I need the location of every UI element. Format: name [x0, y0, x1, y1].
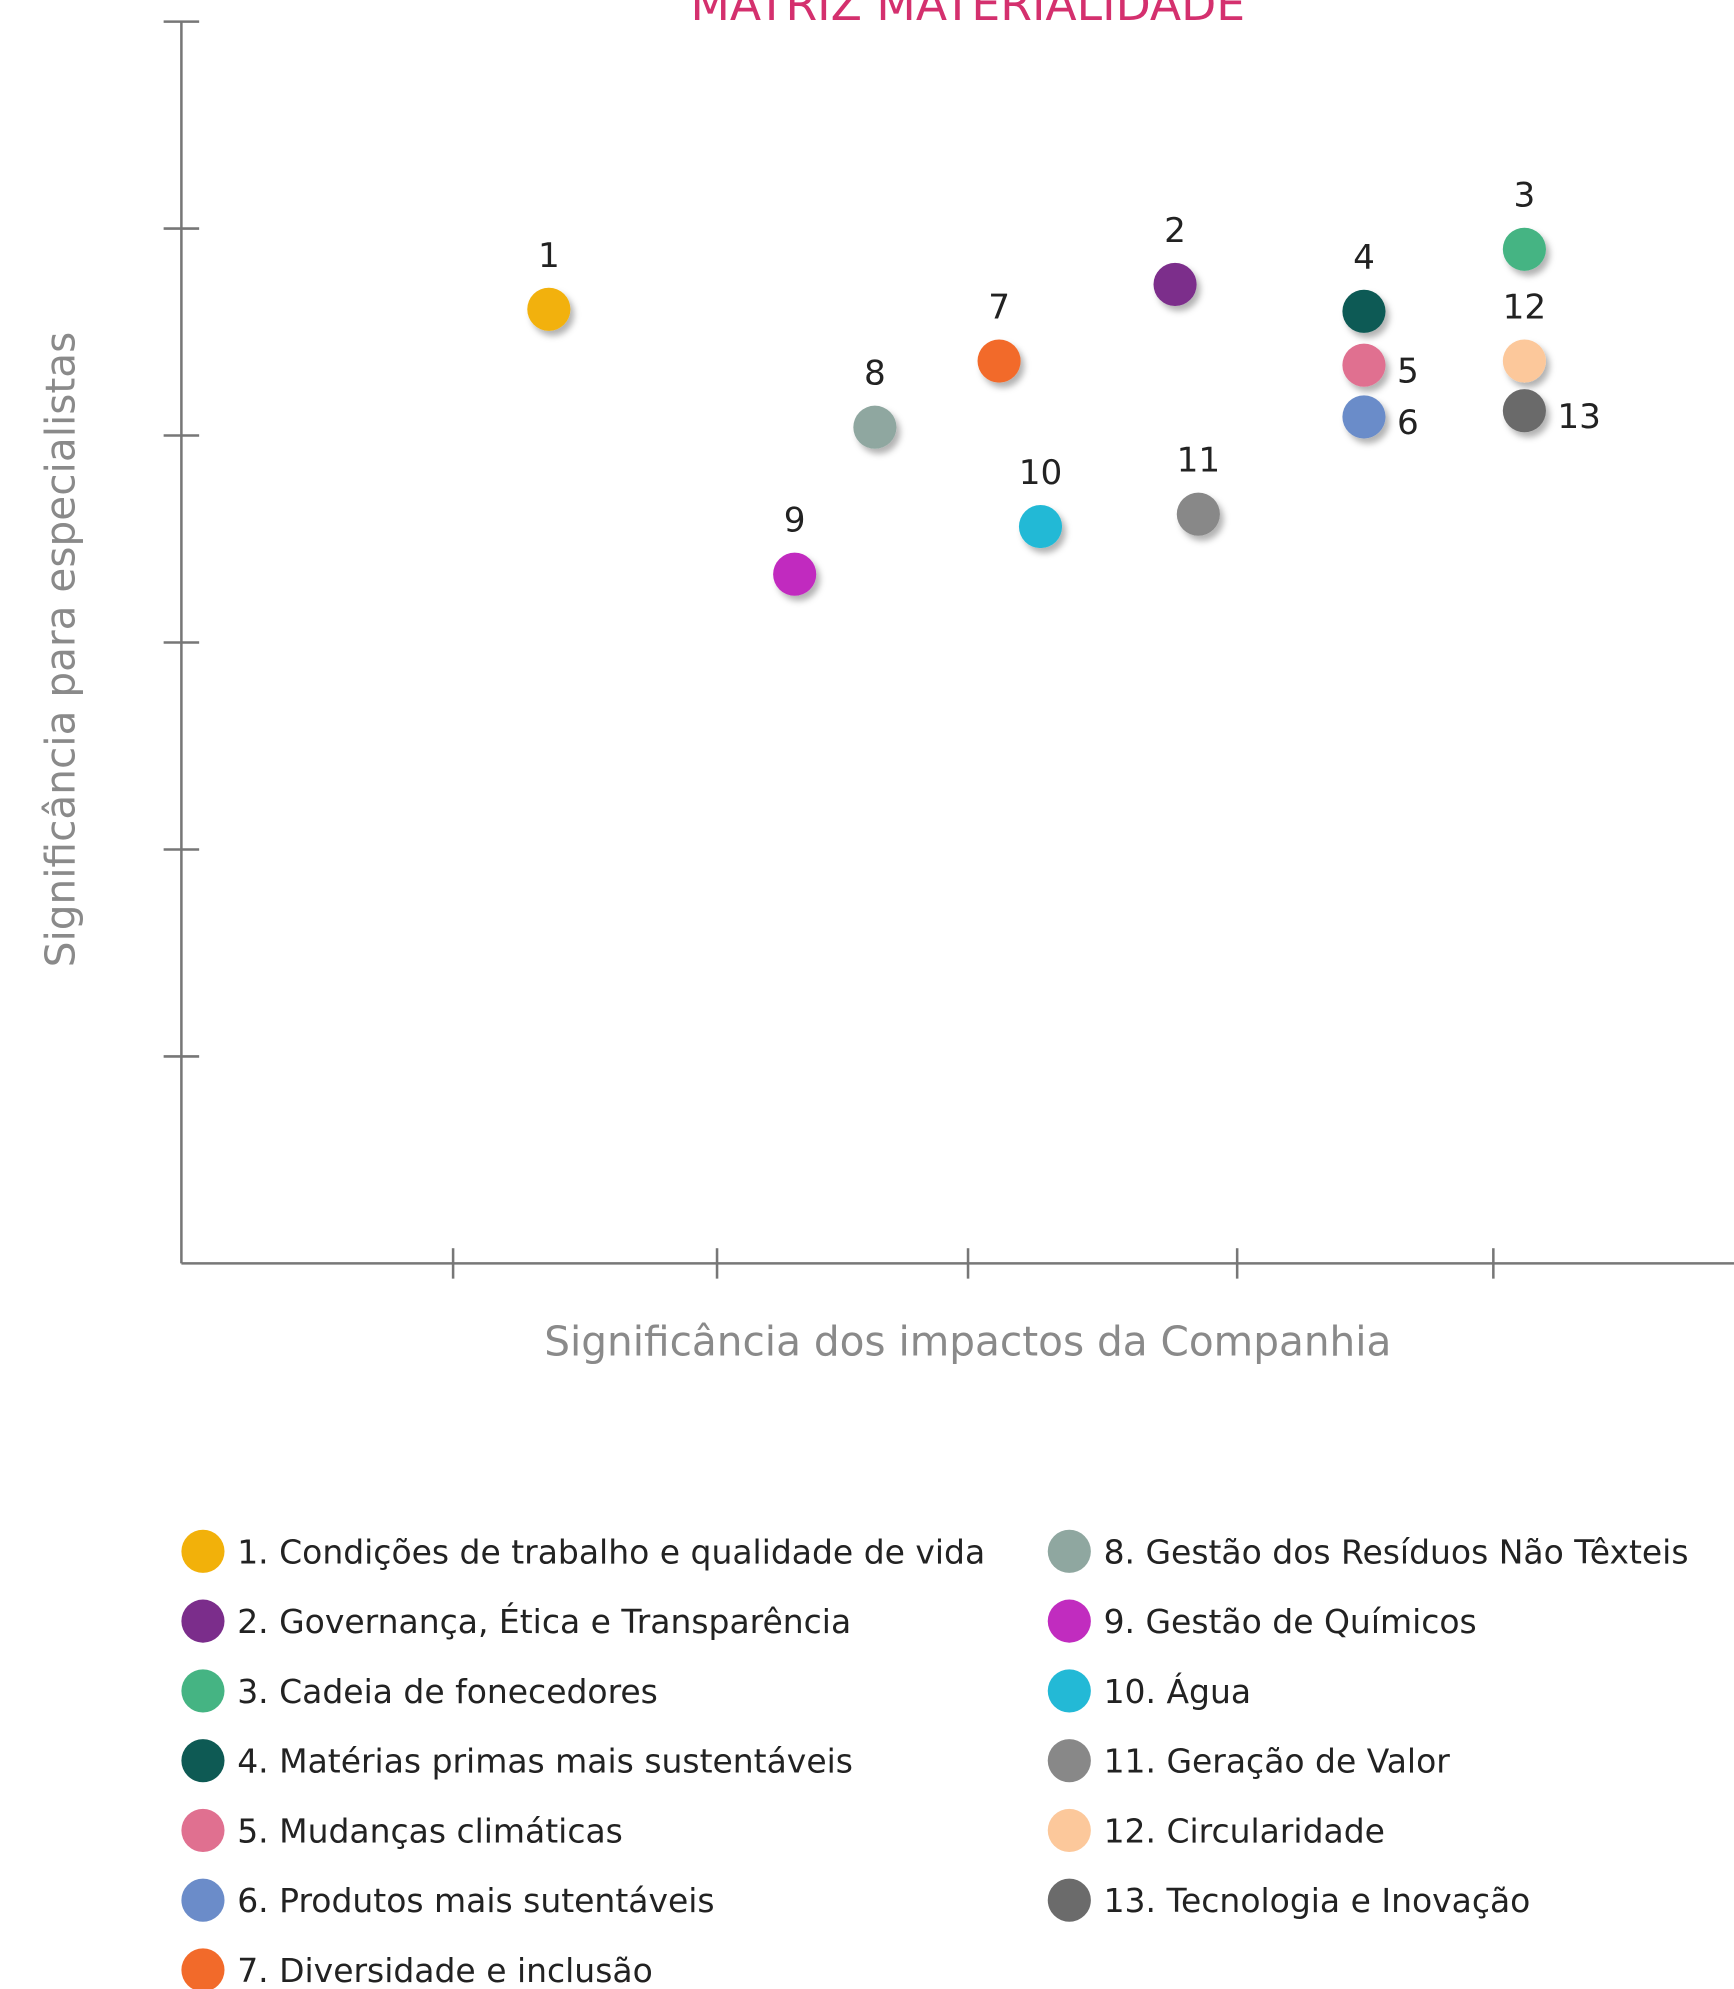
point-label: 4: [1353, 238, 1375, 278]
point: [1018, 505, 1063, 549]
legend-swatch: [181, 1669, 225, 1713]
point: [773, 552, 817, 596]
point-label: 5: [1397, 351, 1419, 391]
legend-label: 9. Gestão de Químicos: [1104, 1602, 1477, 1641]
legend-label: 12. Circularidade: [1104, 1811, 1385, 1850]
legend-label: 10. Água: [1104, 1671, 1252, 1711]
legend-swatch: [181, 1599, 225, 1643]
point: [977, 339, 1021, 383]
legend-label: 5. Mudanças climáticas: [237, 1811, 623, 1850]
chart-title: MATRIZ MATERIALIDADE: [690, 0, 1245, 31]
point-label: 12: [1503, 288, 1547, 328]
point-label: 7: [988, 288, 1010, 328]
point-label: 13: [1557, 397, 1601, 437]
point: [1342, 343, 1386, 387]
legend-swatch: [181, 1739, 225, 1783]
point: [853, 405, 897, 449]
point-label: 11: [1177, 441, 1221, 481]
point-label: 6: [1397, 403, 1419, 443]
legend-label: 11. Geração de Valor: [1104, 1742, 1451, 1781]
legend-swatch: [1047, 1878, 1091, 1922]
legend-swatch: [181, 1878, 225, 1922]
legend-label: 4. Matérias primas mais sustentáveis: [237, 1742, 853, 1781]
point: [527, 287, 571, 331]
point-label: 9: [784, 501, 806, 541]
y-axis-label: Significância para especialistas: [36, 332, 84, 968]
point-label: 10: [1019, 453, 1063, 493]
legend-swatch: [181, 1948, 225, 1989]
point: [1176, 492, 1220, 536]
legend-swatch: [1047, 1739, 1091, 1783]
legend-swatch: [181, 1808, 225, 1852]
legend-label: 1. Condições de trabalho e qualidade de …: [237, 1532, 985, 1571]
point-label: 2: [1164, 211, 1186, 251]
legend-label: 13. Tecnologia e Inovação: [1104, 1881, 1531, 1920]
legend-swatch: [181, 1529, 225, 1573]
legend-swatch: [1047, 1599, 1091, 1643]
point: [1502, 389, 1546, 433]
x-axis-label: Significância dos impactos da Companhia: [544, 1318, 1391, 1366]
point: [1502, 339, 1546, 383]
point-label: 1: [538, 236, 560, 276]
point-label: 3: [1514, 176, 1536, 216]
legend-label: 7. Diversidade e inclusão: [237, 1951, 653, 1989]
point: [1502, 227, 1546, 271]
legend-swatch: [1047, 1529, 1091, 1573]
legend-swatch: [1047, 1669, 1091, 1713]
legend-label: 3. Cadeia de fonecedores: [237, 1672, 658, 1711]
point: [1153, 262, 1197, 307]
legend-label: 6. Produtos mais sutentáveis: [237, 1881, 714, 1920]
legend-label: 2. Governança, Ética e Transparência: [237, 1601, 851, 1641]
point: [1342, 395, 1386, 439]
point-label: 8: [864, 354, 886, 394]
point: [1342, 289, 1386, 333]
legend-label: 8. Gestão dos Resíduos Não Têxteis: [1104, 1532, 1689, 1571]
legend-swatch: [1047, 1808, 1091, 1852]
